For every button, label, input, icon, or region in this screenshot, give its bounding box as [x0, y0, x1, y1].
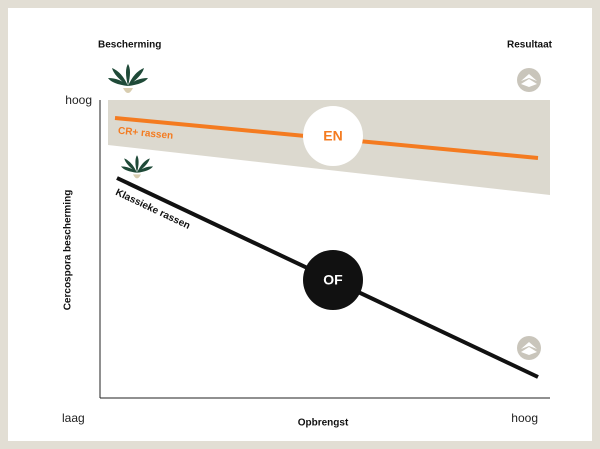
x-high: hoog	[511, 411, 538, 425]
panel	[8, 8, 592, 441]
header-left: Bescherming	[98, 40, 161, 51]
plant-icon-small	[121, 155, 153, 179]
result-icon-low	[517, 336, 541, 360]
cr-label: CR+ rassen	[117, 126, 173, 142]
en-badge-circle	[303, 106, 363, 166]
en-badge: EN	[323, 128, 342, 144]
x-label: Opbrengst	[298, 418, 349, 429]
result-icon-high	[517, 68, 541, 92]
y-high: hoog	[65, 93, 92, 107]
of-badge-circle	[303, 250, 363, 310]
y-low: laag	[62, 411, 85, 425]
of-badge: OF	[323, 272, 343, 288]
header-right: Resultaat	[507, 40, 553, 51]
y-label: Cercospora bescherming	[63, 190, 74, 311]
plant-icon	[108, 64, 148, 93]
